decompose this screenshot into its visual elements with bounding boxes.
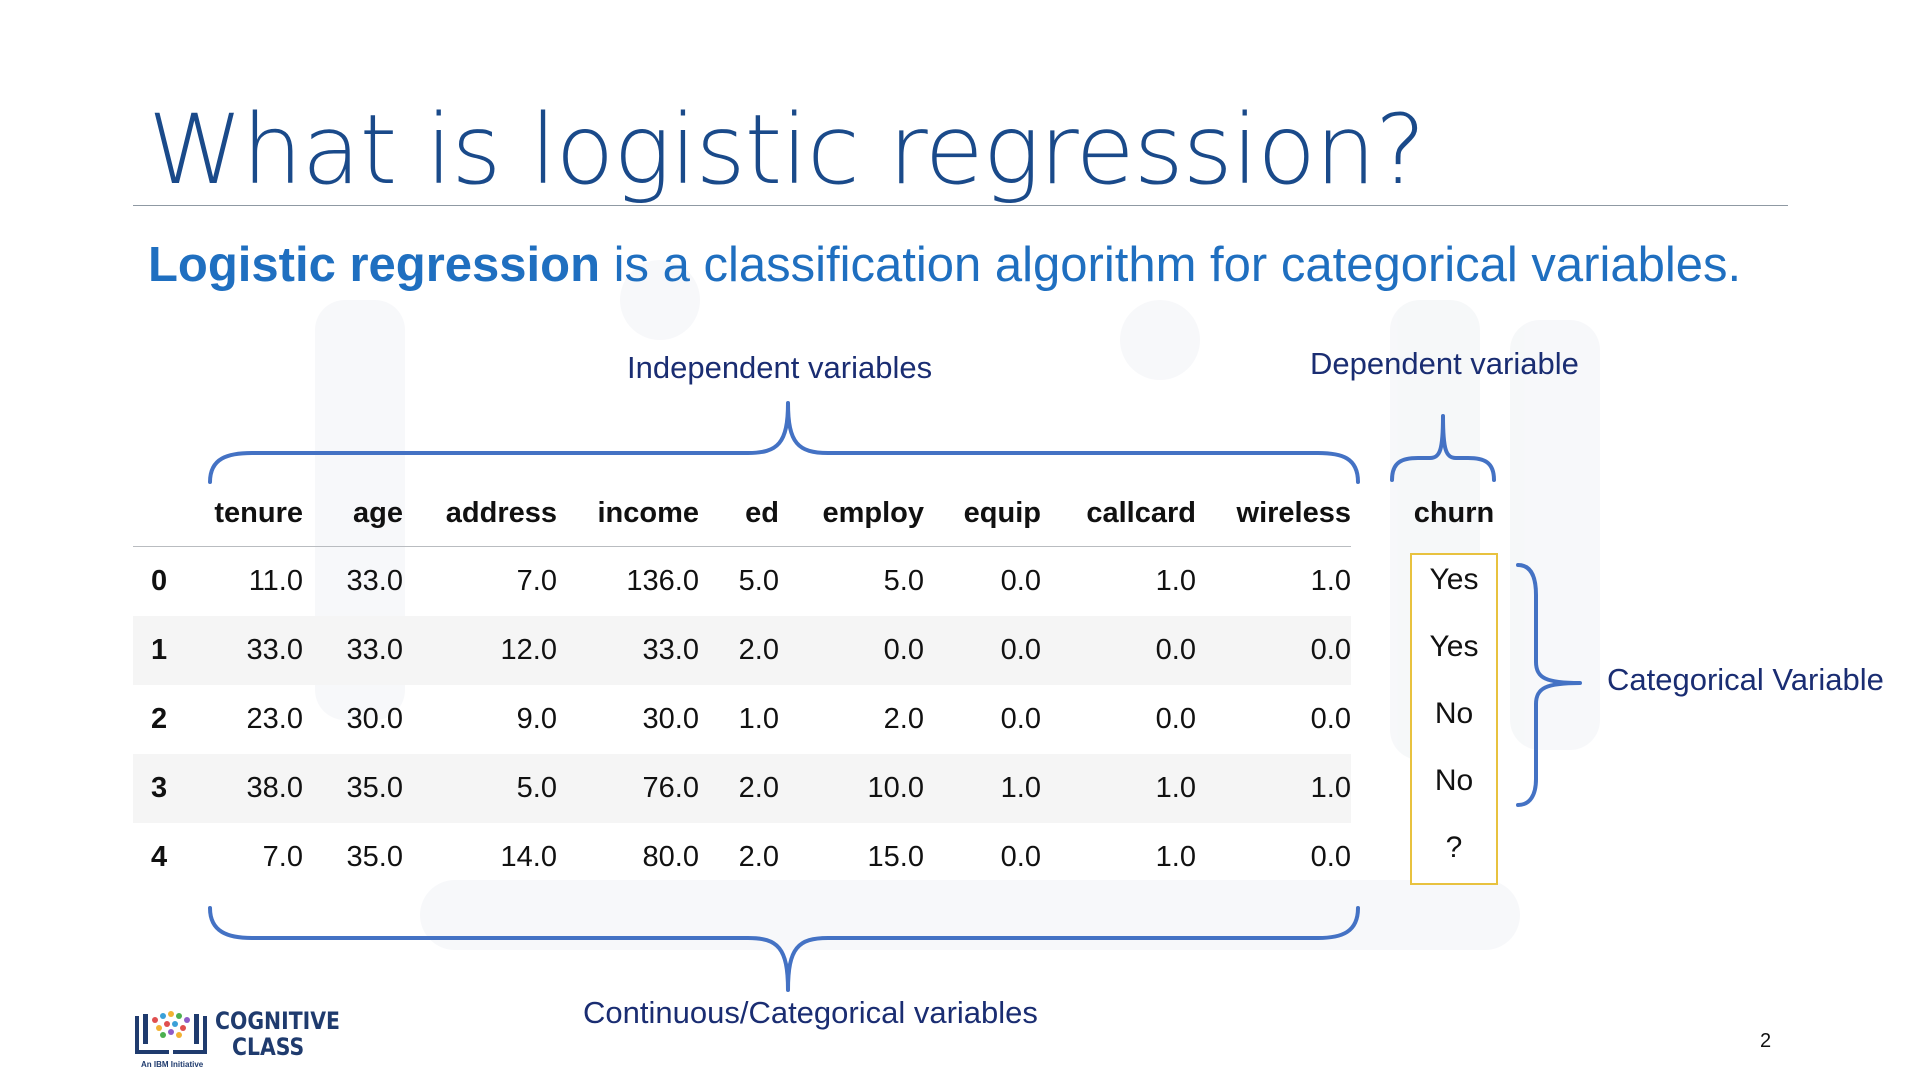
- churn-value: No: [1434, 697, 1474, 730]
- table-cell: 136.0: [626, 564, 699, 597]
- table-cell: 1.0: [1155, 840, 1196, 873]
- row-index: 2: [151, 702, 168, 735]
- table-cell: 0.0: [1310, 840, 1351, 873]
- table-cell: 5.0: [516, 771, 557, 804]
- logo-wordmark: COGNITIVE CLASS: [215, 1008, 340, 1060]
- churn-data-table: tenure age address income ed employ equi…: [133, 480, 1351, 892]
- column-header-ed: ed: [699, 480, 779, 547]
- table-cell: 1.0: [1310, 564, 1351, 597]
- row-index: 1: [151, 633, 168, 666]
- churn-highlight-box: Yes Yes No No ?: [1410, 553, 1498, 885]
- column-header-tenure: tenure: [200, 480, 303, 547]
- table-cell: 0.0: [1000, 702, 1041, 735]
- table-cell: 0.0: [1000, 840, 1041, 873]
- table-cell: 38.0: [246, 771, 303, 804]
- table-cell: 10.0: [867, 771, 924, 804]
- table-cell: 9.0: [516, 702, 557, 735]
- table-cell: 33.0: [246, 633, 303, 666]
- table-cell: 7.0: [262, 840, 303, 873]
- row-index: 4: [151, 840, 168, 873]
- table-cell: 11.0: [248, 564, 303, 597]
- column-header-equip: equip: [924, 480, 1041, 547]
- table-cell: 0.0: [1155, 633, 1196, 666]
- churn-value: Yes: [1429, 563, 1479, 596]
- table-cell: 2.0: [738, 840, 779, 873]
- table-cell: 0.0: [1310, 633, 1351, 666]
- table-cell: 15.0: [867, 840, 924, 873]
- table-cell: 33.0: [346, 633, 403, 666]
- logo-line-2: CLASS: [232, 1033, 305, 1061]
- churn-value: Yes: [1429, 630, 1479, 663]
- row-index: 0: [151, 564, 168, 597]
- page-number: 2: [1760, 1030, 1772, 1052]
- table-cell: 30.0: [346, 702, 403, 735]
- table-cell: 33.0: [642, 633, 699, 666]
- subtitle-term: Logistic regression: [148, 238, 601, 292]
- table-row: 1 33.0 33.0 12.0 33.0 2.0 0.0 0.0 0.0 0.…: [133, 615, 1351, 685]
- table-cell: 0.0: [1310, 702, 1351, 735]
- table-cell: 5.0: [883, 564, 924, 597]
- table-cell: 0.0: [1000, 564, 1041, 597]
- churn-value: No: [1434, 764, 1474, 797]
- independent-brace: [208, 401, 1360, 484]
- table-cell: 1.0: [738, 702, 779, 735]
- table-row: 3 38.0 35.0 5.0 76.0 2.0 10.0 1.0 1.0 1.…: [133, 753, 1351, 823]
- table-row: 2 23.0 30.0 9.0 30.0 1.0 2.0 0.0 0.0 0.0: [133, 685, 1351, 754]
- table-cell: 30.0: [642, 702, 699, 735]
- table-cell: 80.0: [642, 840, 699, 873]
- table-cell: 7.0: [516, 564, 557, 597]
- column-header-callcard: callcard: [1041, 480, 1196, 547]
- table-cell: 0.0: [1000, 633, 1041, 666]
- table-header-row: tenure age address income ed employ equi…: [133, 480, 1351, 547]
- continuous-categorical-label: Continuous/Categorical variables: [583, 995, 1038, 1030]
- table-row: 4 7.0 35.0 14.0 80.0 2.0 15.0 0.0 1.0 0.…: [133, 823, 1351, 892]
- table-cell: 0.0: [1155, 702, 1196, 735]
- table-cell: 1.0: [1000, 771, 1041, 804]
- table-cell: 33.0: [346, 564, 403, 597]
- column-header-address: address: [403, 480, 557, 547]
- column-header-churn: churn: [1413, 497, 1495, 529]
- table-cell: 1.0: [1310, 771, 1351, 804]
- table-cell: 23.0: [246, 702, 303, 735]
- table-cell: 35.0: [346, 840, 403, 873]
- table-cell: 35.0: [346, 771, 403, 804]
- column-header-income: income: [557, 480, 699, 547]
- churn-value: ?: [1445, 831, 1463, 864]
- subtitle-definition: is a classification algorithm for catego…: [600, 238, 1742, 292]
- table-cell: 2.0: [738, 771, 779, 804]
- book-logo-icon: [135, 1011, 207, 1054]
- dependent-variable-label: Dependent variable: [1310, 346, 1579, 381]
- logo-tagline: An IBM Initiative: [141, 1060, 204, 1069]
- title-divider: [133, 205, 1788, 206]
- cognitive-class-logo: COGNITIVE CLASS An IBM Initiative: [133, 1008, 340, 1069]
- table-cell: 1.0: [1155, 771, 1196, 804]
- table-row: 0 11.0 33.0 7.0 136.0 5.0 5.0 0.0 1.0 1.…: [133, 547, 1351, 616]
- table-cell: 2.0: [883, 702, 924, 735]
- table-cell: 12.0: [500, 633, 557, 666]
- table-cell: 2.0: [738, 633, 779, 666]
- row-index: 3: [151, 771, 168, 804]
- slide-subtitle: Logistic regression is a classification …: [148, 236, 1741, 295]
- table-cell: 14.0: [500, 840, 557, 873]
- column-header-employ: employ: [779, 480, 924, 547]
- table-cell: 0.0: [883, 633, 924, 666]
- column-header-age: age: [303, 480, 403, 547]
- logo-line-1: COGNITIVE: [215, 1007, 340, 1035]
- categorical-brace: [1516, 563, 1582, 807]
- table-cell: 76.0: [642, 771, 699, 804]
- table-cell: 1.0: [1155, 564, 1196, 597]
- slide-title: What is logistic regression?: [148, 94, 1426, 206]
- index-header: [133, 480, 200, 547]
- column-header-wireless: wireless: [1196, 480, 1351, 547]
- dependent-brace: [1390, 414, 1496, 482]
- continuous-brace: [208, 906, 1360, 992]
- table-cell: 5.0: [738, 564, 779, 597]
- independent-variables-label: Independent variables: [627, 350, 933, 385]
- categorical-variable-label: Categorical Variable: [1607, 662, 1884, 697]
